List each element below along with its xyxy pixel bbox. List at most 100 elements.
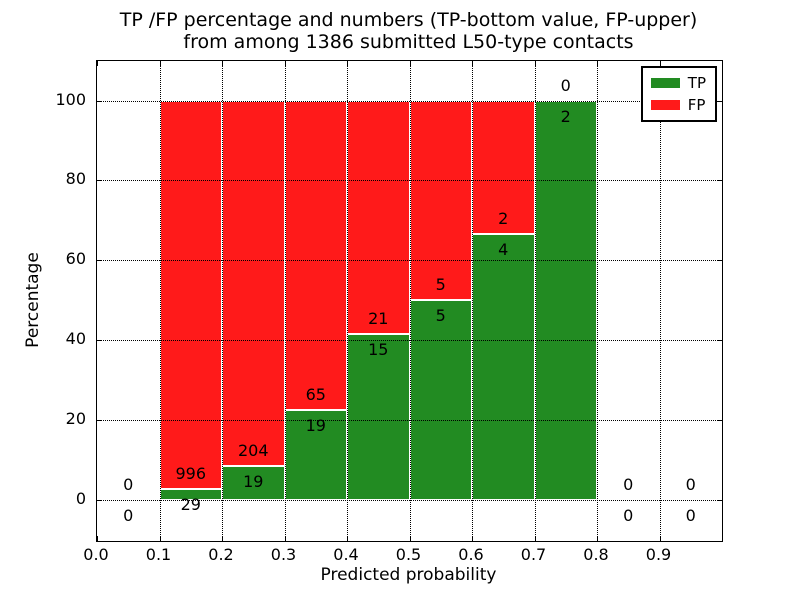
legend-swatch-tp bbox=[650, 78, 680, 88]
tp-count-label: 19 bbox=[305, 415, 326, 435]
y-tick-mark bbox=[97, 180, 102, 182]
x-tick-label: 0.3 bbox=[270, 545, 297, 564]
bar-fp-segment bbox=[409, 100, 472, 301]
tp-count-label: 0 bbox=[123, 506, 134, 525]
x-tick-mark bbox=[409, 61, 411, 66]
y-tick-label: 60 bbox=[65, 249, 86, 269]
x-tick-label: 0.5 bbox=[395, 545, 422, 564]
x-tick-mark bbox=[284, 536, 286, 541]
tp-count-label: 0 bbox=[623, 506, 634, 525]
annotations-layer: 0 0 996 29 204 19 65 19 21 15 5 5 2 4 0 2 0 0 0 0 bbox=[97, 61, 722, 541]
bar-fp-segment bbox=[472, 100, 535, 234]
x-gridline bbox=[472, 61, 473, 541]
bars-layer bbox=[97, 61, 722, 541]
x-tick-mark bbox=[159, 536, 161, 541]
legend-label: FP bbox=[687, 95, 706, 114]
x-gridline bbox=[222, 61, 223, 541]
x-tick-mark bbox=[534, 536, 536, 541]
x-tick-label: 0.8 bbox=[583, 545, 609, 564]
y-tick-mark bbox=[97, 340, 102, 342]
y-tick-mark bbox=[97, 420, 102, 422]
x-gridline bbox=[347, 61, 348, 541]
y-gridline bbox=[97, 500, 722, 501]
chart-title-line2: from among 1386 submitted L50-type conta… bbox=[183, 31, 634, 53]
fp-count-label: 0 bbox=[560, 75, 571, 95]
bar-tp-segment bbox=[284, 409, 347, 500]
grid-layer bbox=[97, 61, 722, 541]
ticks-layer bbox=[97, 61, 722, 541]
fp-count-label: 204 bbox=[237, 440, 269, 460]
tp-count-label: 19 bbox=[243, 471, 264, 491]
y-gridline bbox=[97, 260, 722, 262]
x-tick-mark bbox=[659, 61, 661, 66]
x-tick-mark bbox=[597, 61, 598, 66]
fp-count-label: 2 bbox=[498, 208, 509, 228]
bar-tp-segment bbox=[472, 233, 535, 500]
x-tick-mark bbox=[222, 536, 223, 541]
fp-count-label: 21 bbox=[368, 308, 389, 328]
y-tick-label: 20 bbox=[65, 409, 86, 429]
x-tick-mark bbox=[347, 61, 348, 66]
x-tick-label: 0.1 bbox=[145, 545, 172, 564]
bar-fp-segment bbox=[159, 100, 222, 489]
chart-title: TP /FP percentage and numbers (TP-bottom… bbox=[96, 9, 721, 53]
x-tick-mark bbox=[534, 61, 536, 66]
x-tick-label: 0.2 bbox=[208, 545, 234, 564]
fp-count-label: 0 bbox=[685, 475, 696, 494]
y-tick-mark bbox=[97, 260, 102, 262]
x-tick-mark bbox=[97, 536, 98, 541]
tp-count-label: 0 bbox=[685, 506, 696, 525]
y-tick-mark bbox=[97, 500, 102, 501]
x-tick-mark bbox=[597, 536, 598, 541]
fp-count-label: 65 bbox=[305, 384, 326, 404]
y-tick-label: 80 bbox=[65, 169, 86, 189]
bar-fp-segment bbox=[284, 100, 347, 410]
x-tick-mark bbox=[409, 536, 411, 541]
x-gridline bbox=[159, 61, 161, 541]
x-tick-label: 0.0 bbox=[83, 545, 109, 564]
y-tick-mark bbox=[717, 100, 722, 102]
x-tick-mark bbox=[284, 61, 286, 66]
y-tick-mark bbox=[717, 420, 722, 422]
x-tick-label: 0.4 bbox=[333, 545, 359, 564]
x-gridline bbox=[409, 61, 411, 541]
tp-count-label: 15 bbox=[368, 339, 389, 359]
legend-swatch-fp bbox=[650, 100, 680, 110]
bar-tp-segment bbox=[347, 333, 410, 500]
tp-count-label: 5 bbox=[435, 306, 446, 326]
legend-label: TP bbox=[687, 73, 706, 92]
tp-count-label: 4 bbox=[498, 239, 509, 259]
x-tick-mark bbox=[97, 61, 98, 66]
x-tick-label: 0.6 bbox=[458, 545, 484, 564]
y-gridline bbox=[97, 180, 722, 182]
fp-count-label: 0 bbox=[623, 475, 634, 494]
x-axis-label: Predicted probability bbox=[320, 565, 497, 585]
y-tick-mark bbox=[717, 340, 722, 342]
x-gridline bbox=[597, 61, 598, 541]
fp-count-label: 5 bbox=[435, 275, 446, 295]
x-gridline bbox=[534, 61, 536, 541]
y-axis-label: Percentage bbox=[23, 252, 43, 348]
y-tick-label: 0 bbox=[75, 489, 86, 508]
x-tick-mark bbox=[472, 61, 473, 66]
y-tick-label: 100 bbox=[55, 89, 86, 109]
y-tick-mark bbox=[717, 180, 722, 182]
x-tick-label: 0.7 bbox=[520, 545, 547, 564]
x-tick-mark bbox=[222, 61, 223, 66]
fp-count-label: 0 bbox=[123, 475, 134, 494]
bar-fp-segment bbox=[222, 100, 285, 466]
x-tick-mark bbox=[347, 536, 348, 541]
legend-item-fp: FP bbox=[650, 94, 706, 116]
plot-area: 0 0 996 29 204 19 65 19 21 15 5 5 2 4 0 2 0 0 0 0 TP FP bbox=[96, 60, 723, 542]
y-gridline bbox=[97, 100, 722, 102]
bar-tp-segment bbox=[534, 100, 597, 500]
legend: TP FP bbox=[640, 66, 717, 122]
y-tick-mark bbox=[717, 500, 722, 501]
x-gridline bbox=[659, 61, 661, 541]
x-tick-mark bbox=[659, 536, 661, 541]
chart-title-line1: TP /FP percentage and numbers (TP-bottom… bbox=[119, 9, 698, 31]
y-tick-label: 40 bbox=[65, 329, 86, 349]
y-gridline bbox=[97, 340, 722, 342]
fp-count-label: 996 bbox=[175, 463, 207, 483]
y-gridline bbox=[97, 420, 722, 422]
